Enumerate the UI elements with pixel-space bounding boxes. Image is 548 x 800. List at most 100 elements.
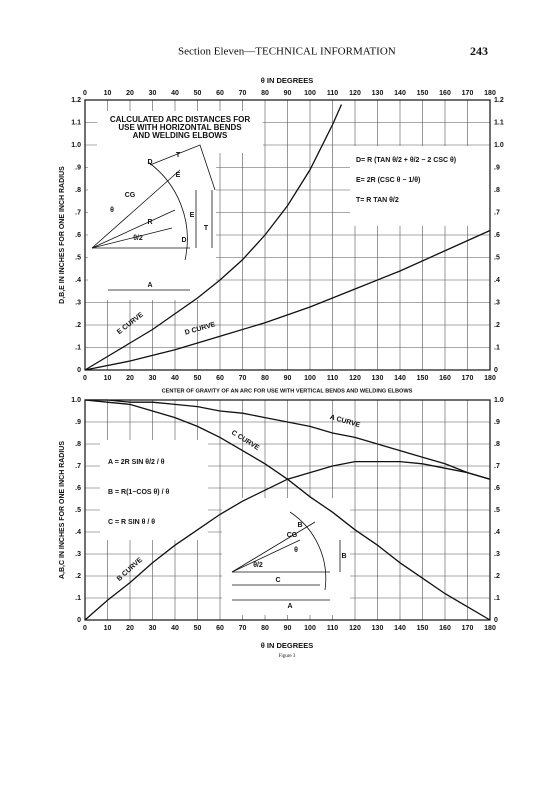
diagram-label: θ xyxy=(294,547,298,554)
y-tick-label: .9 xyxy=(494,164,500,171)
diagram-label: R xyxy=(147,219,152,226)
x-tick-label: 40 xyxy=(171,375,179,382)
x-tick-label: 170 xyxy=(462,375,474,382)
x-tick-label: 120 xyxy=(349,625,361,632)
diagram-label: C xyxy=(275,577,280,584)
x-tick-label: 130 xyxy=(372,375,384,382)
x-tick-label: 90 xyxy=(284,625,292,632)
diagram-line xyxy=(91,169,181,249)
x-tick-label: 80 xyxy=(261,375,269,382)
y-tick-label: 1.0 xyxy=(494,397,504,404)
curve-label: E CURVE xyxy=(116,311,145,336)
y-axis-title: D,B,E IN INCHES FOR ONE INCH RADIUS xyxy=(59,166,66,304)
y-tick-label: .4 xyxy=(494,529,500,536)
x-tick-label: 70 xyxy=(239,625,247,632)
y-tick-label: .7 xyxy=(75,463,81,470)
diagram-label: E xyxy=(190,212,195,219)
page-number: 243 xyxy=(470,44,488,58)
y-tick-label: .3 xyxy=(494,299,500,306)
x-tick-label: 120 xyxy=(349,90,361,97)
y-tick-label: 0 xyxy=(494,617,498,624)
x-tick-label: 30 xyxy=(149,90,157,97)
y-tick-label: 1.0 xyxy=(71,397,81,404)
formula: A = 2R SIN θ/2 / θ xyxy=(108,459,165,466)
y-tick-label: 1.0 xyxy=(71,142,81,149)
y-tick-label: .2 xyxy=(494,322,500,329)
curve-label: C CURVE xyxy=(230,429,261,452)
y-tick-label: .5 xyxy=(494,254,500,261)
y-tick-label: .4 xyxy=(494,277,500,284)
y-tick-label: .8 xyxy=(494,187,500,194)
x-tick-label: 20 xyxy=(126,90,134,97)
x-tick-label: 110 xyxy=(327,625,338,632)
diagram-label: T xyxy=(204,225,209,232)
y-axis-title: A,B,C IN INCHES FOR ONE INCH RADIUS xyxy=(59,441,66,579)
annotation-title: AND WELDING ELBOWS xyxy=(133,131,228,140)
formula: C = R SIN θ / θ xyxy=(108,519,155,526)
x-tick-label: 160 xyxy=(439,625,451,632)
y-tick-label: .5 xyxy=(75,254,81,261)
y-tick-label: .2 xyxy=(75,322,81,329)
y-tick-label: 0 xyxy=(77,617,81,624)
curve xyxy=(84,104,343,371)
annotation-box xyxy=(97,111,263,153)
x-tick-label: 50 xyxy=(194,90,202,97)
section-header: Section Eleven—TECHNICAL INFORMATION xyxy=(178,46,396,58)
x-tick-label: 0 xyxy=(83,90,87,97)
x-axis-title-top: θ IN DEGREES xyxy=(261,76,313,85)
plot-frame xyxy=(84,99,491,371)
curve-label: D CURVE xyxy=(184,321,216,336)
y-tick-label: 1.1 xyxy=(71,119,81,126)
y-tick-label: 1.0 xyxy=(494,142,504,149)
diagram-label: D xyxy=(147,159,152,166)
y-tick-label: .5 xyxy=(75,507,81,514)
formula: E= 2R (CSC θ − 1/θ) xyxy=(356,177,420,184)
x-tick-label: 150 xyxy=(417,625,429,632)
diagram-label: CG xyxy=(125,192,136,199)
x-tick-label: 140 xyxy=(394,625,406,632)
y-tick-label: .4 xyxy=(75,277,81,284)
y-tick-label: .2 xyxy=(75,573,81,580)
x-tick-label: 100 xyxy=(304,375,316,382)
formula: B = R(1−COS θ) / θ xyxy=(108,489,169,496)
annotation-title: CALCULATED ARC DISTANCES FOR xyxy=(110,115,251,124)
diagram-label: θ/2 xyxy=(253,562,263,569)
x-tick-label: 10 xyxy=(104,90,112,97)
y-tick-label: 1.2 xyxy=(494,97,504,104)
annotation-title: USE WITH HORIZONTAL BENDS xyxy=(118,123,242,132)
x-tick-label: 40 xyxy=(171,625,179,632)
diagram-label: B xyxy=(297,522,302,529)
x-tick-label: 60 xyxy=(216,625,224,632)
y-tick-label: .9 xyxy=(75,419,81,426)
formula: D= R (TAN θ/2 + θ/2 − 2 CSC θ) xyxy=(356,157,456,164)
x-tick-label: 160 xyxy=(439,375,451,382)
y-tick-label: .1 xyxy=(494,595,500,602)
plot-frame xyxy=(84,399,491,621)
y-tick-label: .9 xyxy=(494,419,500,426)
x-tick-label: 80 xyxy=(261,90,269,97)
x-tick-label: 20 xyxy=(126,625,134,632)
x-tick-label: 0 xyxy=(83,625,87,632)
y-tick-label: .2 xyxy=(494,573,500,580)
curve xyxy=(84,460,491,621)
diagram-line xyxy=(149,144,216,191)
annotation-box xyxy=(100,440,208,540)
y-tick-label: .7 xyxy=(494,463,500,470)
x-tick-label: 170 xyxy=(462,625,474,632)
chart-title: CENTER OF GRAVITY OF AN ARC FOR USE WITH… xyxy=(162,388,413,394)
y-tick-label: .3 xyxy=(494,551,500,558)
y-tick-label: .6 xyxy=(75,232,81,239)
y-tick-label: .8 xyxy=(75,187,81,194)
x-tick-label: 0 xyxy=(83,375,87,382)
diagram-line xyxy=(147,161,188,261)
x-tick-label: 120 xyxy=(349,375,361,382)
y-tick-label: .6 xyxy=(494,485,500,492)
y-tick-label: .7 xyxy=(494,209,500,216)
y-tick-label: .8 xyxy=(75,441,81,448)
diagram-line xyxy=(91,209,176,249)
x-tick-label: 20 xyxy=(126,375,134,382)
diagram-label: A xyxy=(147,282,152,289)
y-tick-label: 0 xyxy=(494,367,498,374)
formula: T= R TAN θ/2 xyxy=(356,197,399,204)
